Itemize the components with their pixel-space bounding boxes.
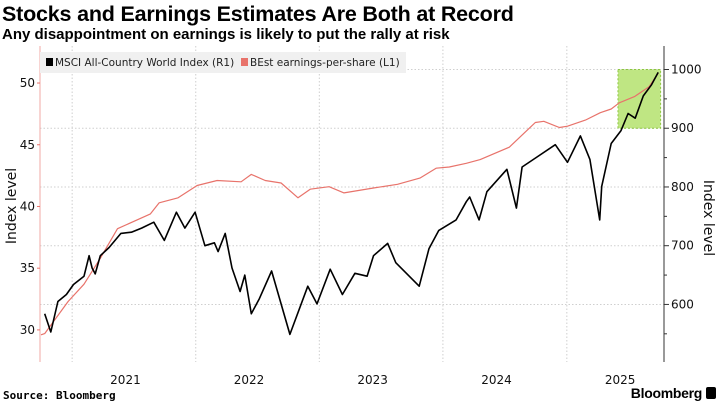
right-tick-label: 600 (671, 297, 694, 311)
msci-acwi-line (43, 72, 659, 336)
x-tick-label: 2023 (357, 373, 388, 387)
series-lines (40, 72, 659, 336)
bloomberg-logo: Bloomberg (631, 385, 716, 401)
left-tick-label: 30 (20, 323, 35, 337)
left-tick-label: 40 (20, 199, 35, 213)
right-tick-label: 700 (671, 239, 694, 253)
x-tick-label: 2021 (110, 373, 141, 387)
x-tick-label: 2022 (234, 373, 265, 387)
chart-subtitle: Any disappointment on earnings is likely… (2, 26, 450, 43)
left-tick-label: 35 (20, 261, 35, 275)
legend-label-eps: BEst earnings-per-share (L1) (250, 57, 400, 69)
legend: MSCI All-Country World Index (R1) BEst e… (40, 52, 406, 73)
right-axis-title: Index level (700, 180, 716, 256)
legend-swatch-msci (46, 58, 53, 66)
source-note: Source: Bloomberg (3, 389, 116, 402)
right-tick-label: 1000 (671, 62, 702, 76)
left-tick-label: 50 (20, 76, 35, 90)
legend-swatch-eps (241, 58, 248, 66)
x-tick-label: 2024 (481, 373, 512, 387)
axis-ticks: 2021 2022 2023 2024 2025 600 700 800 900 1000 30 35… (20, 62, 702, 387)
x-tick-label: 2025 (605, 373, 636, 387)
left-axis-title: Index level (4, 168, 20, 244)
left-tick-label: 45 (20, 138, 35, 152)
right-tick-label: 900 (671, 121, 694, 135)
eps-estimate-line (40, 72, 659, 336)
gridlines (40, 46, 664, 362)
right-tick-label: 800 (671, 180, 694, 194)
legend-background (40, 52, 406, 73)
legend-label-msci: MSCI All-Country World Index (R1) (55, 57, 234, 69)
chart-title: Stocks and Earnings Estimates Are Both a… (2, 2, 514, 26)
brand-name: Bloomberg (630, 385, 703, 401)
bloomberg-terminal-icon (706, 387, 716, 399)
